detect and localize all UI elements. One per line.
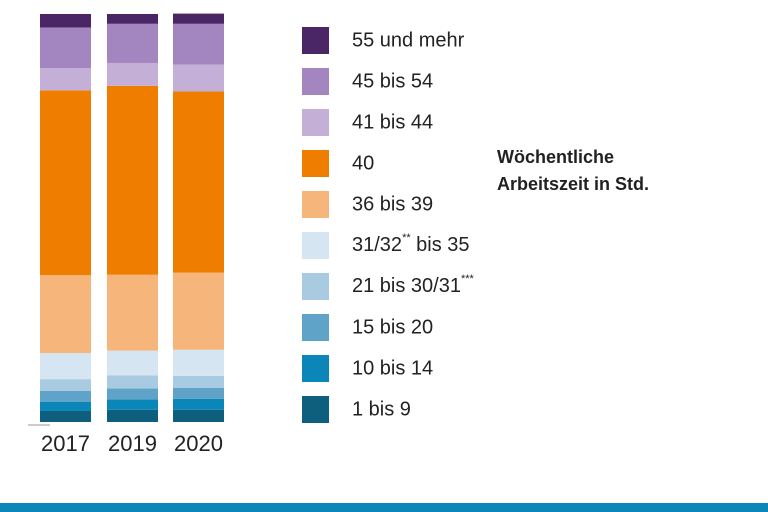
footer-band — [0, 503, 768, 512]
legend-label: 40 — [352, 152, 374, 174]
legend-swatch — [302, 27, 329, 54]
legend-title: Wöchentliche — [497, 147, 614, 167]
bar-segment — [107, 62, 158, 86]
legend-label: 36 bis 39 — [352, 193, 433, 215]
bar-segment — [173, 349, 224, 376]
bar-segment — [107, 14, 158, 24]
bar-segment — [40, 68, 91, 91]
bar-segment — [173, 387, 224, 399]
legend-label: 15 bis 20 — [352, 316, 433, 338]
x-tick-label: 2020 — [174, 431, 223, 456]
bar-segment — [173, 272, 224, 350]
legend-label: 41 bis 44 — [352, 111, 433, 133]
legend-label: 1 bis 9 — [352, 398, 411, 420]
bar-segment — [107, 375, 158, 389]
x-tick-label: 2019 — [108, 431, 157, 456]
bar-segment — [40, 379, 91, 391]
bar-segment — [173, 23, 224, 65]
bar-segment — [40, 402, 91, 411]
bar-segment — [40, 353, 91, 380]
legend-label: 21 bis 30/31*** — [352, 273, 475, 297]
legend-swatch — [302, 273, 329, 300]
bar-segment — [173, 91, 224, 273]
legend-label: 45 bis 54 — [352, 70, 433, 92]
bar-segment — [40, 90, 91, 276]
bar-segment — [173, 64, 224, 92]
bar-segment — [40, 390, 91, 403]
legend-label: 31/32** bis 35 — [352, 232, 470, 256]
legend-swatch — [302, 109, 329, 136]
bar-segment — [40, 14, 91, 28]
bar-segment — [107, 23, 158, 63]
bar-segment — [40, 410, 91, 422]
legend-swatch — [302, 232, 329, 259]
legend-swatch — [302, 314, 329, 341]
bar-segment — [40, 275, 91, 354]
legend-swatch — [302, 68, 329, 95]
x-tick-label: 2017 — [41, 431, 90, 456]
bar-segment — [107, 388, 158, 400]
bar-segment — [107, 399, 158, 410]
bar-segment — [107, 409, 158, 422]
bar-segment — [173, 375, 224, 388]
bar-segment — [173, 409, 224, 422]
legend-title: Arbeitszeit in Std. — [497, 174, 649, 194]
bar-segment — [40, 27, 91, 69]
bar-segment — [107, 350, 158, 376]
bar-segment — [173, 398, 224, 410]
legend-label: 10 bis 14 — [352, 357, 433, 379]
legend-swatch — [302, 396, 329, 423]
legend-swatch — [302, 150, 329, 177]
legend-swatch — [302, 191, 329, 218]
bar-segment — [173, 13, 224, 24]
bar-segment — [107, 85, 158, 275]
legend-swatch — [302, 355, 329, 382]
bar-segment — [107, 274, 158, 351]
legend-label: 55 und mehr — [352, 29, 465, 51]
